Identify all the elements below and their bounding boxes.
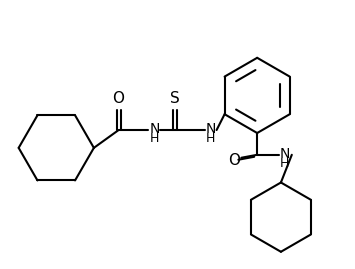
Text: N: N: [149, 122, 160, 136]
Text: N: N: [280, 147, 290, 161]
Text: H: H: [280, 157, 289, 170]
Text: H: H: [206, 132, 215, 146]
Text: O: O: [228, 153, 240, 168]
Text: O: O: [113, 91, 125, 106]
Text: S: S: [170, 91, 180, 106]
Text: H: H: [149, 132, 159, 146]
Text: N: N: [206, 122, 216, 136]
